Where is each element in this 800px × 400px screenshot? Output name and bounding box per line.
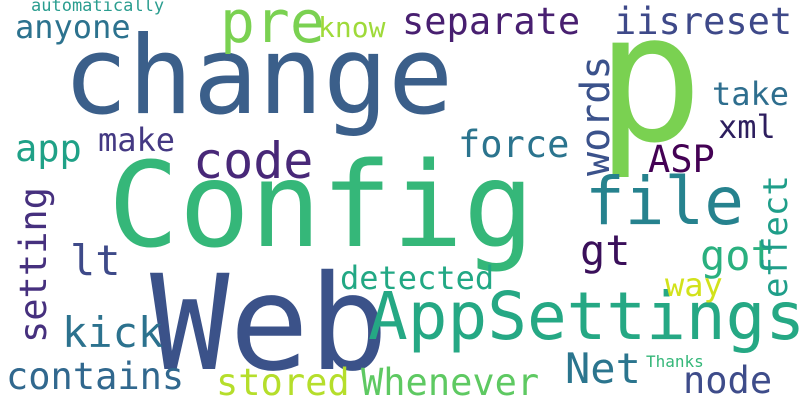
word-code: code [193, 132, 314, 190]
word-appsettings: AppSettings [368, 278, 800, 355]
word-separate: separate [402, 0, 581, 43]
word-file: file [585, 163, 744, 240]
word-way: way [665, 266, 723, 304]
word-anyone: anyone [15, 8, 131, 46]
word-know: know [318, 11, 386, 44]
word-got: got [700, 231, 776, 280]
word-net: Net [565, 344, 641, 393]
word-effect: effect [756, 175, 796, 298]
word-make: make [98, 121, 176, 159]
word-config: Config [108, 136, 535, 274]
word-automatically: automatically [31, 0, 165, 16]
word-kick: kick [62, 308, 164, 357]
word-p: p [596, 0, 704, 182]
word-change: change [63, 14, 454, 139]
word-setting: setting [12, 187, 55, 343]
word-detected: detected [340, 259, 495, 297]
word-gt: gt [580, 226, 631, 275]
word-web: Web [150, 247, 389, 400]
word-lt: lt [70, 236, 121, 285]
word-stored: stored [216, 361, 350, 400]
word-app: app [15, 127, 82, 170]
word-xml: xml [718, 108, 776, 146]
word-words: words [573, 55, 619, 176]
word-take: take [712, 75, 790, 113]
word-asp: ASP [648, 138, 715, 181]
word-thanks: Thanks [646, 352, 704, 371]
word-pre: pre [220, 0, 325, 56]
word-contains: contains [6, 355, 185, 398]
word-force: force [458, 123, 570, 166]
word-iisreset: iisreset [614, 0, 793, 43]
word-whenever: Whenever [361, 361, 540, 400]
word-node: node [683, 359, 773, 400]
